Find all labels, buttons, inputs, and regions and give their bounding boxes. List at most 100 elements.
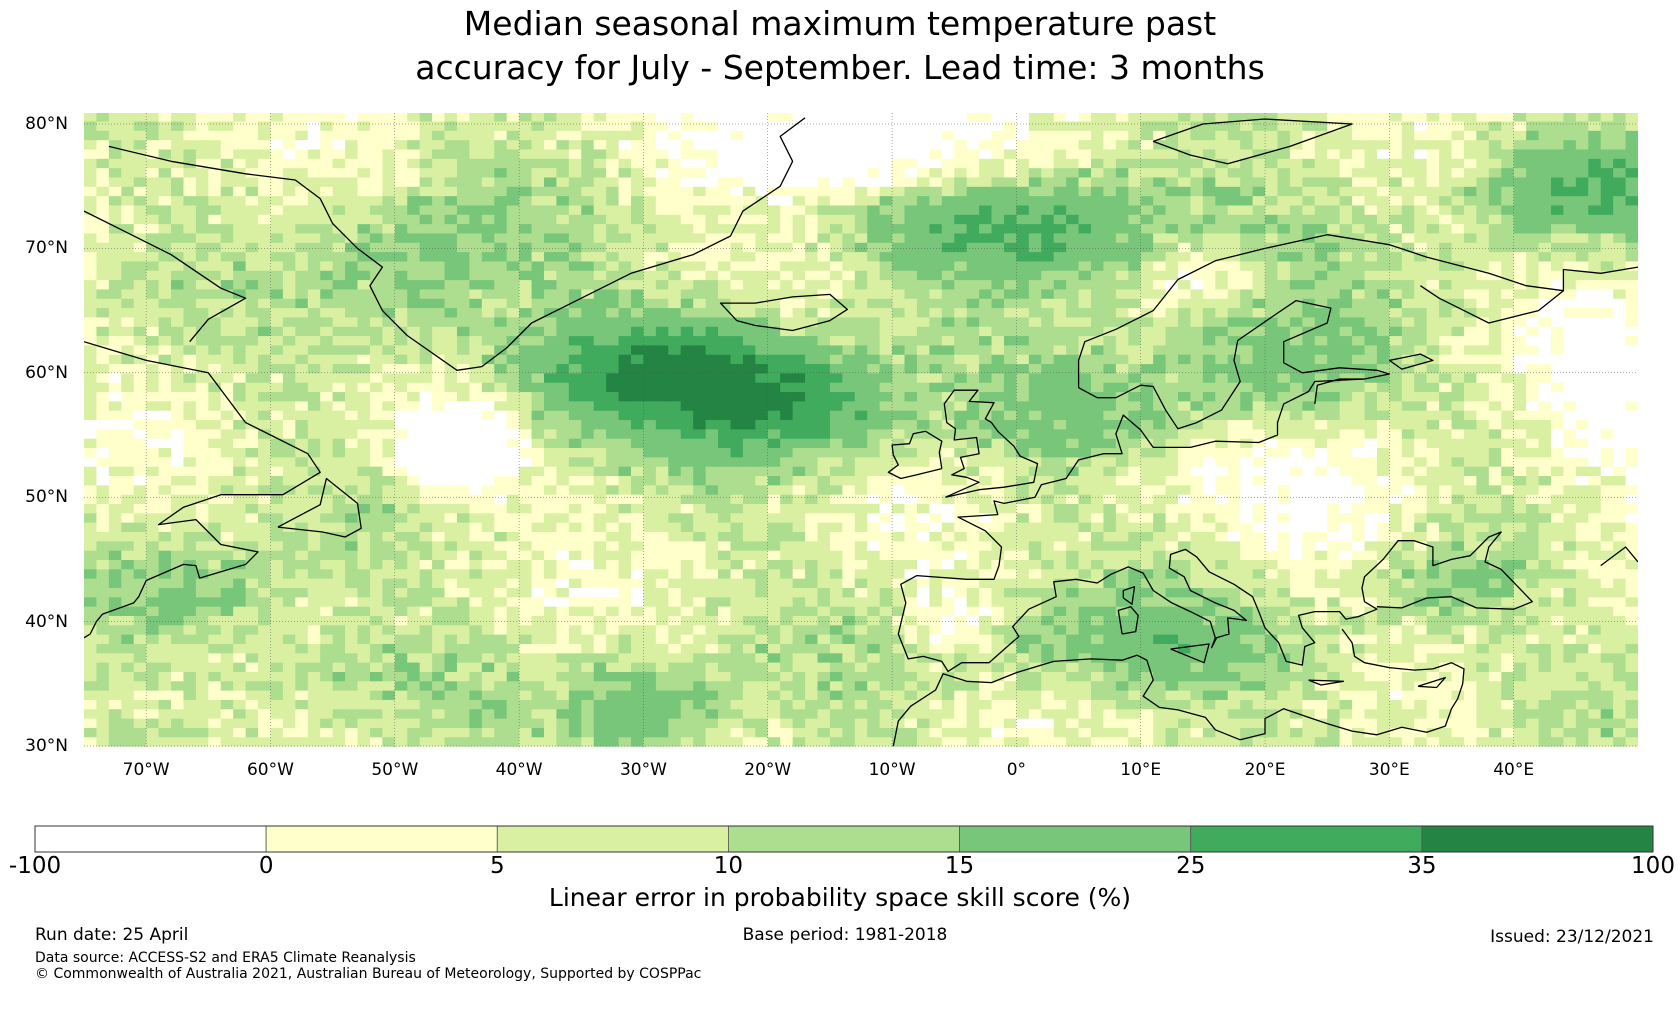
skill-cell [295, 438, 309, 449]
skill-cell [394, 512, 408, 523]
skill-cell [1215, 540, 1229, 551]
skill-cell [817, 382, 831, 393]
skill-cell [1178, 634, 1192, 644]
skill-cell [171, 382, 185, 393]
skill-cell [916, 559, 930, 570]
skill-cell [705, 671, 719, 682]
skill-cell [1016, 531, 1030, 542]
skill-cell [892, 615, 906, 626]
skill-cell [1153, 718, 1167, 728]
skill-cell [1625, 512, 1638, 523]
skill-cell [432, 680, 446, 691]
skill-cell [618, 671, 632, 682]
skill-cell [394, 400, 408, 411]
skill-cell [1526, 634, 1540, 644]
skill-cell [904, 708, 918, 719]
skill-cell [655, 391, 669, 402]
skill-cell [556, 475, 570, 486]
skill-cell [1526, 400, 1540, 411]
skill-cell [668, 736, 682, 747]
skill-cell [233, 466, 247, 477]
skill-cell [258, 718, 272, 728]
skill-cell [1252, 718, 1266, 728]
skill-cell [1538, 382, 1552, 393]
skill-cell [1215, 559, 1229, 570]
skill-cell [1526, 615, 1540, 626]
skill-cell [108, 736, 122, 747]
skill-cell [581, 606, 595, 616]
skill-cell [817, 475, 831, 486]
skill-cell [892, 708, 906, 719]
skill-cell [84, 428, 98, 439]
skill-cell [829, 531, 843, 542]
skill-cell [904, 615, 918, 626]
skill-cell [1476, 447, 1490, 458]
skill-cell [805, 428, 819, 439]
skill-cell [904, 466, 918, 477]
skill-cell [966, 643, 980, 654]
skill-cell [581, 652, 595, 663]
skill-cell [320, 391, 334, 402]
skill-cell [245, 456, 259, 467]
skill-cell [1426, 419, 1440, 430]
skill-cell [879, 568, 893, 579]
skill-cell [643, 428, 657, 439]
skill-cell [1153, 699, 1167, 710]
skill-cell [245, 568, 259, 579]
skill-cell [1526, 484, 1540, 495]
skill-cell [1103, 652, 1117, 663]
skill-cell [1339, 718, 1353, 728]
skill-cell [183, 531, 197, 542]
skill-cell [556, 578, 570, 588]
skill-cell [1376, 596, 1390, 607]
skill-cell [742, 391, 756, 402]
skill-cell [320, 428, 334, 439]
skill-cell [904, 643, 918, 654]
skill-cell [121, 531, 135, 542]
skill-cell [1625, 428, 1638, 439]
skill-cell [295, 475, 309, 486]
skill-cell [1488, 699, 1502, 710]
skill-cell [382, 419, 396, 430]
skill-cell [966, 540, 980, 551]
skill-cell [755, 475, 769, 486]
skill-cell [146, 671, 160, 682]
skill-cell [1190, 699, 1204, 710]
skill-cell [954, 522, 968, 533]
skill-cell [108, 540, 122, 551]
skill-cell [1103, 615, 1117, 626]
skill-cell [904, 634, 918, 644]
skill-cell [1439, 736, 1453, 747]
skill-cell [581, 484, 595, 495]
skill-cell [419, 624, 433, 635]
skill-cell [643, 400, 657, 411]
skill-cell [357, 578, 371, 588]
skill-cell [394, 736, 408, 747]
skill-cell [568, 671, 582, 682]
skill-cell [1053, 652, 1067, 663]
skill-cell [618, 466, 632, 477]
skill-cell [941, 531, 955, 542]
skill-cell [1115, 522, 1129, 533]
skill-cell [1078, 643, 1092, 654]
skill-cell [1016, 438, 1030, 449]
skill-cell [680, 475, 694, 486]
skill-cell [718, 410, 732, 421]
skill-cell [730, 540, 744, 551]
skill-cell [1588, 662, 1602, 672]
skill-cell [593, 419, 607, 430]
skill-cell [320, 382, 334, 393]
skill-cell [133, 680, 147, 691]
skill-cell [1414, 456, 1428, 467]
skill-cell [854, 578, 868, 588]
skill-cell [1613, 652, 1627, 663]
skill-cell [1463, 596, 1477, 607]
skill-cell [444, 503, 458, 514]
skill-cell [904, 624, 918, 635]
skill-cell [1289, 624, 1303, 635]
skill-cell [444, 578, 458, 588]
skill-cell [1414, 410, 1428, 421]
skill-cell [432, 382, 446, 393]
skill-cell [1339, 512, 1353, 523]
skill-cell [929, 690, 943, 700]
